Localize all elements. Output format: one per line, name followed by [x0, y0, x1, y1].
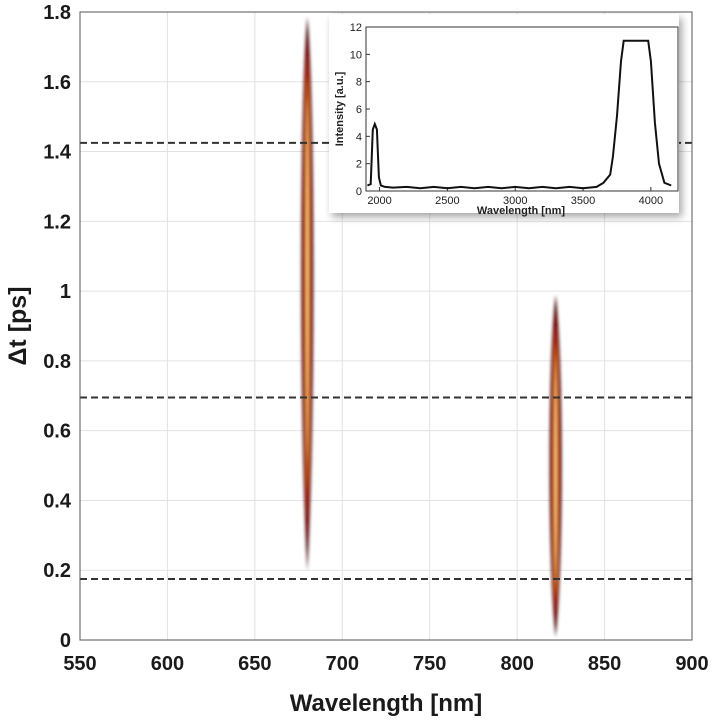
x-tick-label: 750 — [413, 653, 446, 675]
x-tick-label: 900 — [675, 653, 708, 675]
x-tick-label: 700 — [326, 653, 359, 675]
inset-plot-frame — [365, 26, 679, 192]
inset-ticks: 2000 2500 3000 3500 4000 0 2 4 6 8 10 12 — [350, 22, 663, 207]
inset-x-tick-label: 3500 — [571, 195, 595, 207]
heatmap-intensity-layer — [306, 95, 309, 469]
inset-y-axis-title: Intensity [a.u.] — [334, 71, 346, 146]
x-tick-label: 600 — [151, 653, 184, 675]
y-tick-label: 1.2 — [43, 211, 71, 233]
x-axis-title: Wavelength [nm] — [290, 690, 482, 717]
y-tick-label: 1.8 — [43, 2, 71, 24]
y-tick-label: 0.6 — [43, 421, 71, 443]
x-tick-label: 550 — [63, 653, 96, 675]
inset-y-tick-label: 0 — [356, 186, 362, 198]
heatmap-feature — [301, 16, 314, 571]
y-tick-label: 0 — [60, 630, 71, 652]
inset-x-axis-title: Wavelength [nm] — [477, 205, 566, 217]
inset-chart: 2000 2500 3000 3500 4000 0 2 4 6 8 10 12 Wavelength… — [329, 14, 679, 217]
x-tick-label: 650 — [238, 653, 271, 675]
y-tick-label: 0.2 — [43, 560, 71, 582]
inset-x-tick-label: 2000 — [367, 195, 391, 207]
inset-intensity-line — [367, 39, 672, 190]
x-tick-label: 850 — [588, 653, 621, 675]
x-tick-label: 800 — [500, 653, 533, 675]
heatmap-intensity-layer — [554, 356, 557, 587]
y-axis-title: Δt [ps] — [4, 286, 32, 365]
y-tick-label: 1.6 — [43, 72, 71, 94]
inset-x-tick-label: 4000 — [639, 195, 663, 207]
y-tick-labels: 0 0.2 0.4 0.6 0.8 1 1.2 1.4 1.6 1.8 — [43, 2, 72, 652]
inset-y-tick-label: 10 — [350, 49, 362, 61]
y-tick-label: 1.4 — [43, 142, 72, 164]
y-tick-label: 0.4 — [43, 490, 72, 512]
inset-x-tick-label: 3000 — [503, 195, 527, 207]
inset-y-tick-label: 6 — [356, 104, 362, 116]
y-tick-label: 1 — [60, 281, 71, 303]
inset-y-tick-label: 8 — [356, 77, 362, 89]
inset-x-tick-label: 2500 — [435, 195, 459, 207]
x-tick-labels: 550 600 650 700 750 800 850 900 — [63, 653, 708, 675]
inset-y-tick-label: 12 — [350, 22, 362, 34]
inset-y-tick-label: 4 — [356, 131, 362, 143]
y-tick-label: 0.8 — [43, 351, 71, 373]
plot-frame — [79, 11, 693, 641]
heatmap-features — [301, 16, 562, 637]
inset-y-tick-label: 2 — [356, 159, 362, 171]
